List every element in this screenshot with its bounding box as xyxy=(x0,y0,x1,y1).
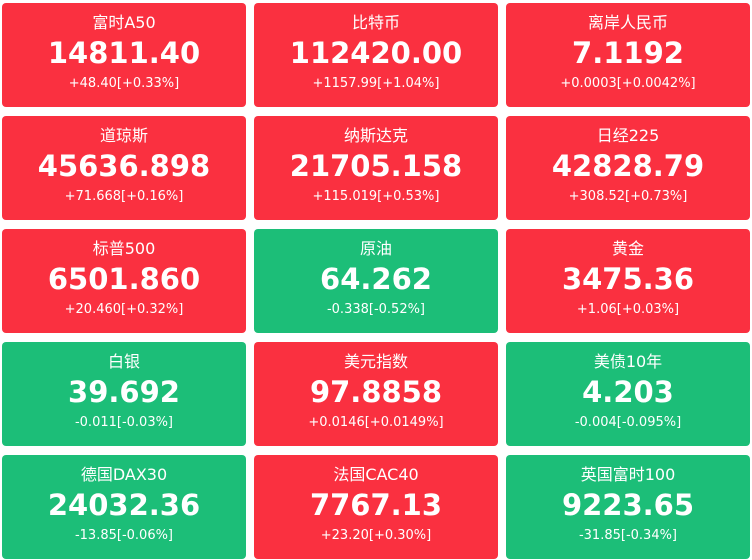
quote-price: 64.262 xyxy=(320,262,432,296)
quote-tile-dax30[interactable]: 德国DAX30 24032.36 -13.85[-0.06%] xyxy=(2,455,246,559)
quote-change: +308.52[+0.73%] xyxy=(568,189,688,204)
quote-change: -31.85[-0.34%] xyxy=(578,528,678,543)
quote-tile-nasdaq[interactable]: 纳斯达克 21705.158 +115.019[+0.53%] xyxy=(254,116,498,220)
quote-tile-crude-oil[interactable]: 原油 64.262 -0.338[-0.52%] xyxy=(254,229,498,333)
quote-change: +20.460[+0.32%] xyxy=(64,302,184,317)
quote-name: 美债10年 xyxy=(593,352,663,371)
quote-tile-sp500[interactable]: 标普500 6501.860 +20.460[+0.32%] xyxy=(2,229,246,333)
quote-change: +0.0003[+0.0042%] xyxy=(560,76,696,91)
quote-price: 7767.13 xyxy=(309,488,443,522)
quote-tile-ftse100[interactable]: 英国富时100 9223.65 -31.85[-0.34%] xyxy=(506,455,750,559)
quote-tile-us-dollar-index[interactable]: 美元指数 97.8858 +0.0146[+0.0149%] xyxy=(254,342,498,446)
quote-change: +1157.99[+1.04%] xyxy=(312,76,440,91)
quote-name: 标普500 xyxy=(92,239,156,258)
quote-name: 原油 xyxy=(359,239,392,258)
quote-price: 39.692 xyxy=(68,375,180,409)
quote-tile-gold[interactable]: 黄金 3475.36 +1.06[+0.03%] xyxy=(506,229,750,333)
quote-name: 富时A50 xyxy=(92,13,156,32)
quote-tile-bitcoin[interactable]: 比特币 112420.00 +1157.99[+1.04%] xyxy=(254,3,498,107)
quote-name: 纳斯达克 xyxy=(343,126,408,145)
quote-price: 21705.158 xyxy=(289,149,463,183)
quote-price: 7.1192 xyxy=(572,36,684,70)
quote-tile-dow-jones[interactable]: 道琼斯 45636.898 +71.668[+0.16%] xyxy=(2,116,246,220)
quote-change: +1.06[+0.03%] xyxy=(576,302,680,317)
quote-price: 45636.898 xyxy=(37,149,211,183)
quote-name: 英国富时100 xyxy=(580,465,676,484)
quote-tile-silver[interactable]: 白银 39.692 -0.011[-0.03%] xyxy=(2,342,246,446)
quote-tile-us-10y-treasury[interactable]: 美债10年 4.203 -0.004[-0.095%] xyxy=(506,342,750,446)
quote-change: +71.668[+0.16%] xyxy=(64,189,184,204)
quote-change: +0.0146[+0.0149%] xyxy=(308,415,444,430)
quote-name: 法国CAC40 xyxy=(333,465,419,484)
quote-name: 黄金 xyxy=(611,239,644,258)
quote-change: -13.85[-0.06%] xyxy=(74,528,174,543)
quote-price: 14811.40 xyxy=(47,36,201,70)
quote-name: 美元指数 xyxy=(343,352,408,371)
quote-change: +115.019[+0.53%] xyxy=(312,189,440,204)
quote-price: 3475.36 xyxy=(561,262,695,296)
quote-tile-offshore-cny[interactable]: 离岸人民币 7.1192 +0.0003[+0.0042%] xyxy=(506,3,750,107)
quote-price: 6501.860 xyxy=(47,262,201,296)
quote-price: 4.203 xyxy=(582,375,674,409)
quote-price: 42828.79 xyxy=(551,149,705,183)
quote-change: +48.40[+0.33%] xyxy=(68,76,180,91)
quote-price: 112420.00 xyxy=(289,36,463,70)
quote-name: 日经225 xyxy=(596,126,660,145)
quote-name: 白银 xyxy=(107,352,140,371)
quote-change: -0.338[-0.52%] xyxy=(326,302,426,317)
quote-change: +23.20[+0.30%] xyxy=(320,528,432,543)
quote-tile-cac40[interactable]: 法国CAC40 7767.13 +23.20[+0.30%] xyxy=(254,455,498,559)
quote-price: 24032.36 xyxy=(47,488,201,522)
quote-tile-nikkei-225[interactable]: 日经225 42828.79 +308.52[+0.73%] xyxy=(506,116,750,220)
quote-name: 离岸人民币 xyxy=(587,13,668,32)
quote-price: 97.8858 xyxy=(309,375,443,409)
quote-change: -0.004[-0.095%] xyxy=(574,415,682,430)
quote-name: 德国DAX30 xyxy=(80,465,168,484)
quote-tile-ftse-china-a50[interactable]: 富时A50 14811.40 +48.40[+0.33%] xyxy=(2,3,246,107)
quote-change: -0.011[-0.03%] xyxy=(74,415,174,430)
quote-name: 比特币 xyxy=(351,13,400,32)
quote-name: 道琼斯 xyxy=(99,126,148,145)
quote-price: 9223.65 xyxy=(561,488,695,522)
